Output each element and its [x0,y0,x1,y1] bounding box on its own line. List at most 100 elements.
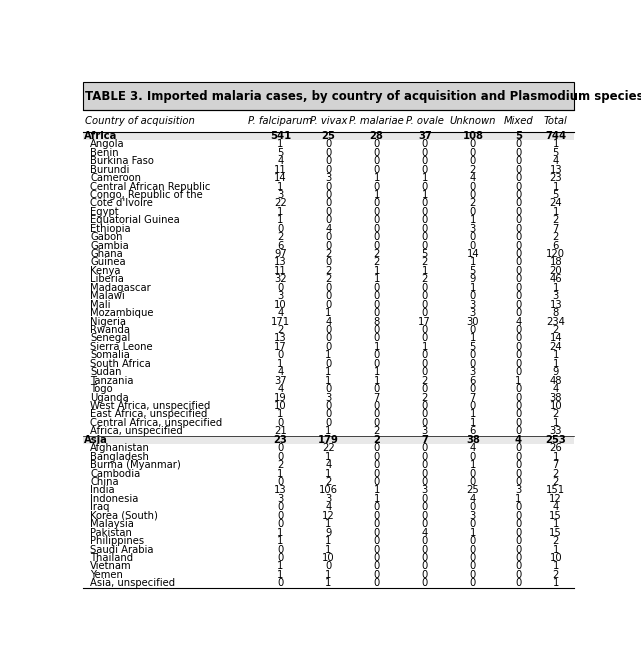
Text: 1: 1 [470,460,476,470]
Text: 0: 0 [470,139,476,149]
Text: 28: 28 [370,131,383,141]
Text: 1: 1 [470,257,476,267]
Text: 4: 4 [553,503,559,512]
Text: 26: 26 [549,444,562,453]
Text: 0: 0 [374,384,379,394]
Text: 0: 0 [374,156,379,166]
Text: 5: 5 [553,190,559,200]
Text: 0: 0 [422,232,428,242]
Text: 0: 0 [374,182,379,192]
Text: 0: 0 [515,528,521,538]
Text: 0: 0 [422,562,428,572]
Text: 3: 3 [470,511,476,520]
Text: 21: 21 [274,426,287,436]
Text: 1: 1 [422,266,428,276]
Text: Rwanda: Rwanda [90,325,130,335]
Text: 0: 0 [470,350,476,361]
Text: 0: 0 [515,401,521,411]
Text: 0: 0 [422,308,428,318]
Text: 0: 0 [470,452,476,461]
FancyBboxPatch shape [83,478,574,486]
Text: 0: 0 [515,384,521,394]
Text: P. falciparum: P. falciparum [248,116,313,126]
Text: 0: 0 [515,536,521,546]
FancyBboxPatch shape [83,275,574,284]
FancyBboxPatch shape [83,528,574,537]
Text: Malawi: Malawi [90,291,125,301]
Text: 24: 24 [549,342,562,352]
Text: 0: 0 [515,190,521,200]
Text: 23: 23 [274,435,287,445]
Text: 1: 1 [326,367,331,377]
Text: 1: 1 [277,410,283,420]
Text: 23: 23 [549,173,562,183]
Text: Africa: Africa [84,131,117,141]
FancyBboxPatch shape [83,377,574,385]
Text: 0: 0 [470,519,476,529]
Text: 5: 5 [277,148,283,158]
Text: 0: 0 [374,359,379,369]
Text: 2: 2 [277,232,283,242]
FancyBboxPatch shape [83,182,574,191]
Text: 0: 0 [470,232,476,242]
FancyBboxPatch shape [83,199,574,208]
Text: 0: 0 [470,469,476,479]
Text: 0: 0 [326,241,331,251]
Text: Somalia: Somalia [90,350,130,361]
Text: 3: 3 [422,485,428,495]
Text: 744: 744 [545,131,566,141]
FancyBboxPatch shape [83,132,574,140]
Text: 0: 0 [326,333,331,343]
Text: 0: 0 [278,477,283,487]
Text: Total: Total [544,116,567,126]
FancyBboxPatch shape [83,393,574,402]
Text: 0: 0 [470,148,476,158]
Text: 0: 0 [515,274,521,284]
Text: 9: 9 [470,274,476,284]
Text: 8: 8 [553,308,559,318]
Text: 0: 0 [422,333,428,343]
Text: 2: 2 [422,392,428,402]
Text: 13: 13 [549,300,562,310]
Text: 0: 0 [515,308,521,318]
Text: 1: 1 [374,173,380,183]
Text: 5: 5 [553,148,559,158]
Text: 0: 0 [374,519,379,529]
Text: 0: 0 [374,291,379,301]
Text: Mali: Mali [90,300,110,310]
Text: 0: 0 [470,553,476,563]
Text: 13: 13 [274,257,287,267]
Text: 0: 0 [326,291,331,301]
Text: Burundi: Burundi [90,164,129,174]
Text: 0: 0 [422,207,428,217]
Text: 0: 0 [515,511,521,520]
Text: 1: 1 [277,139,283,149]
Text: 0: 0 [470,570,476,580]
FancyBboxPatch shape [83,208,574,216]
FancyBboxPatch shape [83,334,574,343]
Text: 1: 1 [374,274,380,284]
FancyBboxPatch shape [83,326,574,334]
Text: 0: 0 [374,223,379,234]
Text: 0: 0 [278,452,283,461]
Text: 1: 1 [422,342,428,352]
Text: 3: 3 [470,308,476,318]
Text: 9: 9 [326,528,331,538]
Text: 24: 24 [549,198,562,208]
Text: 0: 0 [422,410,428,420]
Text: 1: 1 [553,519,559,529]
Text: 0: 0 [326,148,331,158]
Text: 0: 0 [422,241,428,251]
Text: 0: 0 [470,401,476,411]
Text: 0: 0 [374,283,379,293]
Text: 2: 2 [277,460,283,470]
Text: 0: 0 [326,300,331,310]
Text: 0: 0 [515,215,521,225]
Text: 2: 2 [373,435,380,445]
Text: Burma (Myanmar): Burma (Myanmar) [90,460,181,470]
FancyBboxPatch shape [83,402,574,410]
Text: TABLE 3. Imported malaria cases, by country of acquisition and Plasmodium specie: TABLE 3. Imported malaria cases, by coun… [85,90,641,103]
Text: Asia, unspecified: Asia, unspecified [90,578,175,588]
Text: 2: 2 [553,232,559,242]
FancyBboxPatch shape [83,427,574,436]
